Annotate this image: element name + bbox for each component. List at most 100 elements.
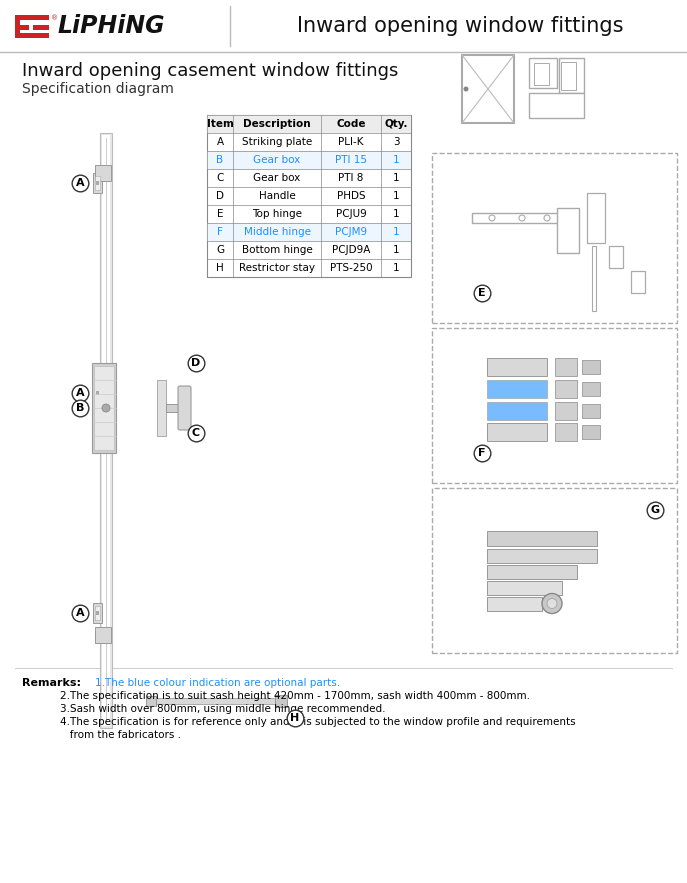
Text: D: D (216, 191, 224, 201)
Bar (15, 15, 49, 20)
Text: 1: 1 (393, 209, 399, 219)
Circle shape (542, 593, 562, 614)
Bar (92, 363, 116, 453)
Text: Top hinge: Top hinge (252, 209, 302, 219)
Text: Qty.: Qty. (384, 119, 408, 129)
Bar (15, 33, 49, 38)
Text: 3.Sash width over 800mm, using middle hinge recommended.: 3.Sash width over 800mm, using middle hi… (60, 704, 385, 714)
Bar (96, 391, 99, 395)
Bar (150, 698, 280, 704)
Bar (207, 151, 411, 169)
Text: from the fabricators .: from the fabricators . (60, 730, 181, 740)
Text: F: F (478, 448, 486, 458)
Bar (487, 564, 577, 578)
Text: Handle: Handle (258, 191, 295, 201)
Text: PLI-K: PLI-K (338, 137, 363, 147)
Text: Gear box: Gear box (254, 173, 301, 183)
Bar (93, 383, 102, 403)
Text: H: H (291, 713, 300, 723)
Bar (93, 603, 102, 623)
Bar (582, 404, 600, 418)
Bar (487, 358, 547, 375)
Text: 1.The blue colour indication are optional parts.: 1.The blue colour indication are optiona… (95, 678, 340, 688)
Text: H: H (216, 263, 224, 273)
Bar (96, 611, 99, 615)
Bar (275, 695, 287, 707)
Text: 2.The specification is to suit sash height 420mm - 1700mm, sash width 400mm - 80: 2.The specification is to suit sash heig… (60, 691, 530, 701)
Text: G: G (216, 245, 224, 255)
Circle shape (464, 87, 469, 92)
Circle shape (102, 404, 110, 412)
Text: 1: 1 (393, 263, 399, 273)
Text: ®: ® (51, 15, 58, 21)
Bar (487, 548, 597, 562)
Text: A: A (76, 178, 85, 188)
Bar (94, 366, 114, 450)
Text: 1: 1 (393, 173, 399, 183)
Bar (207, 223, 411, 241)
Bar (166, 404, 182, 412)
Bar (95, 386, 100, 400)
Bar (487, 531, 597, 546)
Text: Code: Code (336, 119, 365, 129)
Text: LiPHiNG: LiPHiNG (57, 14, 164, 38)
Bar (93, 173, 102, 193)
Bar (534, 63, 549, 85)
Text: Restrictor stay: Restrictor stay (239, 263, 315, 273)
Bar (95, 176, 100, 190)
Bar (529, 93, 584, 118)
Text: Inward opening casement window fittings: Inward opening casement window fittings (22, 62, 398, 80)
Bar (96, 181, 99, 185)
Text: PTI 8: PTI 8 (338, 173, 363, 183)
Bar (207, 115, 411, 277)
Text: 1: 1 (393, 155, 399, 165)
Bar (529, 58, 557, 88)
Bar (592, 246, 596, 311)
Bar (432, 488, 677, 653)
Bar (432, 328, 677, 483)
Text: G: G (651, 505, 660, 515)
Text: 3: 3 (393, 137, 399, 147)
Text: A: A (76, 608, 85, 618)
Text: Middle hinge: Middle hinge (243, 227, 311, 237)
Bar (555, 358, 577, 375)
Text: Striking plate: Striking plate (242, 137, 312, 147)
Bar (631, 271, 645, 293)
Text: F: F (217, 227, 223, 237)
Text: PCJD9A: PCJD9A (332, 245, 370, 255)
Text: B: B (216, 155, 223, 165)
Text: PHDS: PHDS (337, 191, 365, 201)
Bar (487, 380, 547, 397)
Bar (609, 246, 623, 268)
Text: E: E (217, 209, 223, 219)
Bar (582, 381, 600, 396)
Bar (555, 402, 577, 419)
Bar (0, 0, 687, 52)
Circle shape (489, 215, 495, 221)
Bar (15, 25, 29, 30)
Text: 4.The specification is for reference only and it is subjected to the window prof: 4.The specification is for reference onl… (60, 717, 576, 727)
Circle shape (547, 599, 557, 608)
Bar (559, 58, 584, 93)
Bar (582, 359, 600, 374)
Text: B: B (76, 403, 85, 413)
Text: D: D (192, 358, 201, 368)
Text: PCJM9: PCJM9 (335, 227, 367, 237)
Text: Remarks:: Remarks: (22, 678, 81, 688)
Bar (15, 15, 20, 38)
Bar (555, 380, 577, 397)
Text: A: A (216, 137, 223, 147)
Bar (95, 627, 111, 643)
Bar (157, 380, 166, 436)
Text: A: A (76, 388, 85, 398)
Text: 1: 1 (393, 227, 399, 237)
Bar (207, 115, 411, 133)
Text: C: C (216, 173, 224, 183)
Bar (95, 165, 111, 181)
Text: Item: Item (207, 119, 234, 129)
Bar (95, 606, 100, 620)
Bar (587, 193, 605, 243)
FancyBboxPatch shape (178, 386, 191, 430)
Bar (487, 422, 547, 441)
Bar (33, 25, 49, 30)
